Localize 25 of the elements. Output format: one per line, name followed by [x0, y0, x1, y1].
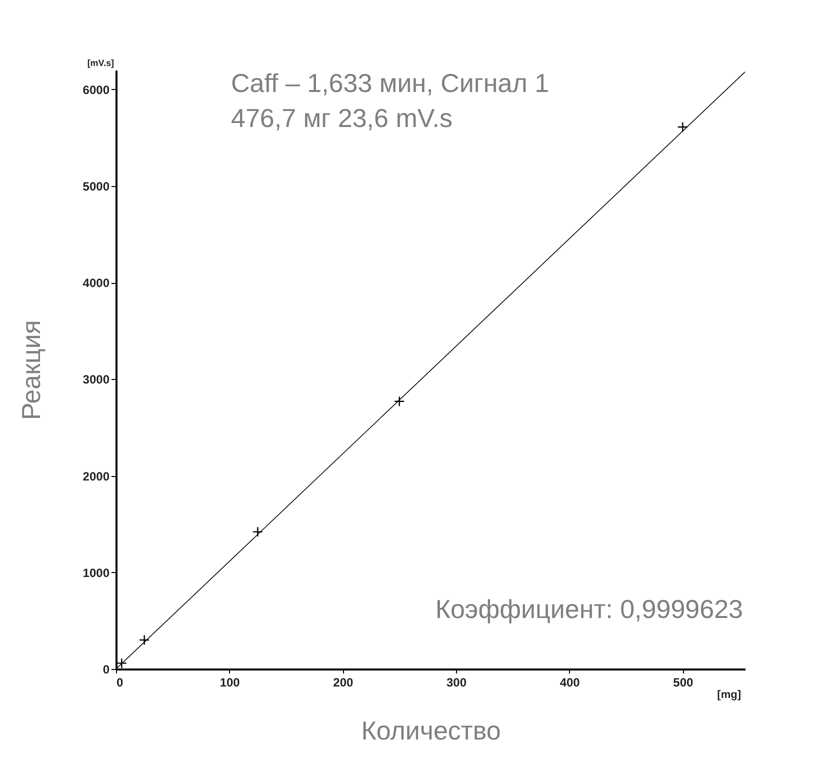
- x-tick-label: 400: [560, 676, 580, 690]
- y-tick-label: 5000: [82, 179, 110, 194]
- point: [116, 658, 128, 669]
- x-tick-label: 300: [446, 676, 467, 690]
- y-tick-label: 4000: [82, 276, 110, 290]
- y-tick-label: 3000: [82, 372, 110, 387]
- y-tick-label: 6000: [82, 82, 110, 97]
- y-tick-label: 1000: [82, 566, 110, 580]
- point: [252, 526, 264, 538]
- point: [138, 634, 150, 646]
- annotation: Коэффициент: 0,9999623: [435, 594, 743, 624]
- y-tick-label: 0: [102, 662, 110, 676]
- point: [394, 396, 405, 407]
- point: [677, 122, 688, 132]
- annotation: Caff – 1,633 мин, Сигнал 1: [231, 68, 550, 98]
- annotation: 476,7 мг 23,6 mV.s: [231, 103, 453, 133]
- y-axis-title: Реакция: [16, 320, 46, 420]
- x-axis-title: Количество: [361, 716, 501, 746]
- x-tick-label: 200: [333, 676, 354, 690]
- text: [mg]: [717, 689, 742, 701]
- x-tick-label: 500: [673, 676, 694, 690]
- text: [mV.s]: [87, 58, 114, 68]
- y-tick-label: 2000: [82, 469, 110, 484]
- x-tick-label: 100: [220, 676, 240, 690]
- x-tick-label: 0: [116, 676, 124, 690]
